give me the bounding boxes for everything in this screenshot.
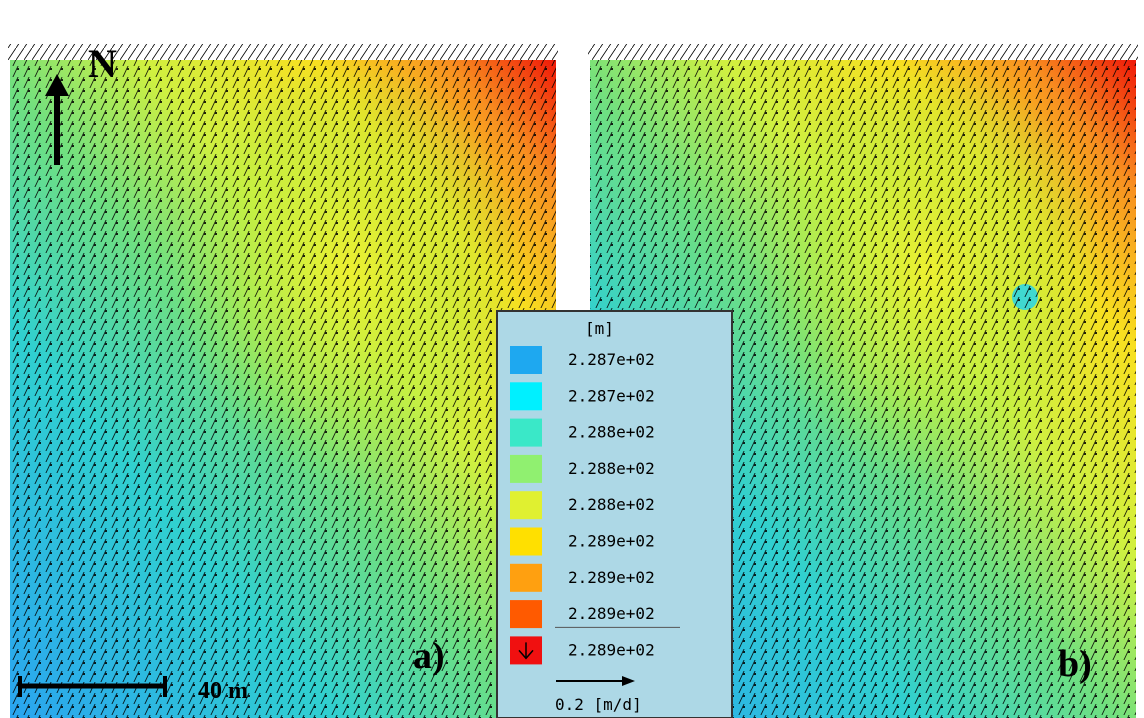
legend-unit: [m] [585,319,614,338]
legend-label: 2.289e+02 [568,568,655,587]
panel-label: a) [413,635,445,677]
panel-a [8,44,558,718]
legend-swatch [510,419,542,447]
legend-label: 2.289e+02 [568,604,655,623]
legend-swatch [510,600,542,628]
vector-label: 0.2 [m/d] [555,695,642,714]
figure: N 40 m a) b) [m] 0.2 [m/d] 2.287e+02 2.28… [0,0,1144,718]
legend-label: 2.289e+02 [568,640,655,659]
legend-swatch [510,528,542,556]
legend-label: 2.289e+02 [568,532,655,551]
legend-swatch [510,346,542,374]
legend: [m] 0.2 [m/d] 2.287e+02 2.287e+02 2.288e+0… [497,311,732,718]
legend-swatch [510,455,542,483]
legend-label: 2.288e+02 [568,423,655,442]
legend-label: 2.288e+02 [568,495,655,514]
legend-swatch [510,382,542,410]
panel-label: b) [1058,643,1092,685]
north-label: N [88,41,117,86]
scale-label: 40 m [198,678,248,704]
legend-label: 2.287e+02 [568,350,655,369]
legend-swatch [510,564,542,592]
legend-label: 2.287e+02 [568,386,655,405]
legend-label: 2.288e+02 [568,459,655,478]
legend-swatch [510,491,542,519]
